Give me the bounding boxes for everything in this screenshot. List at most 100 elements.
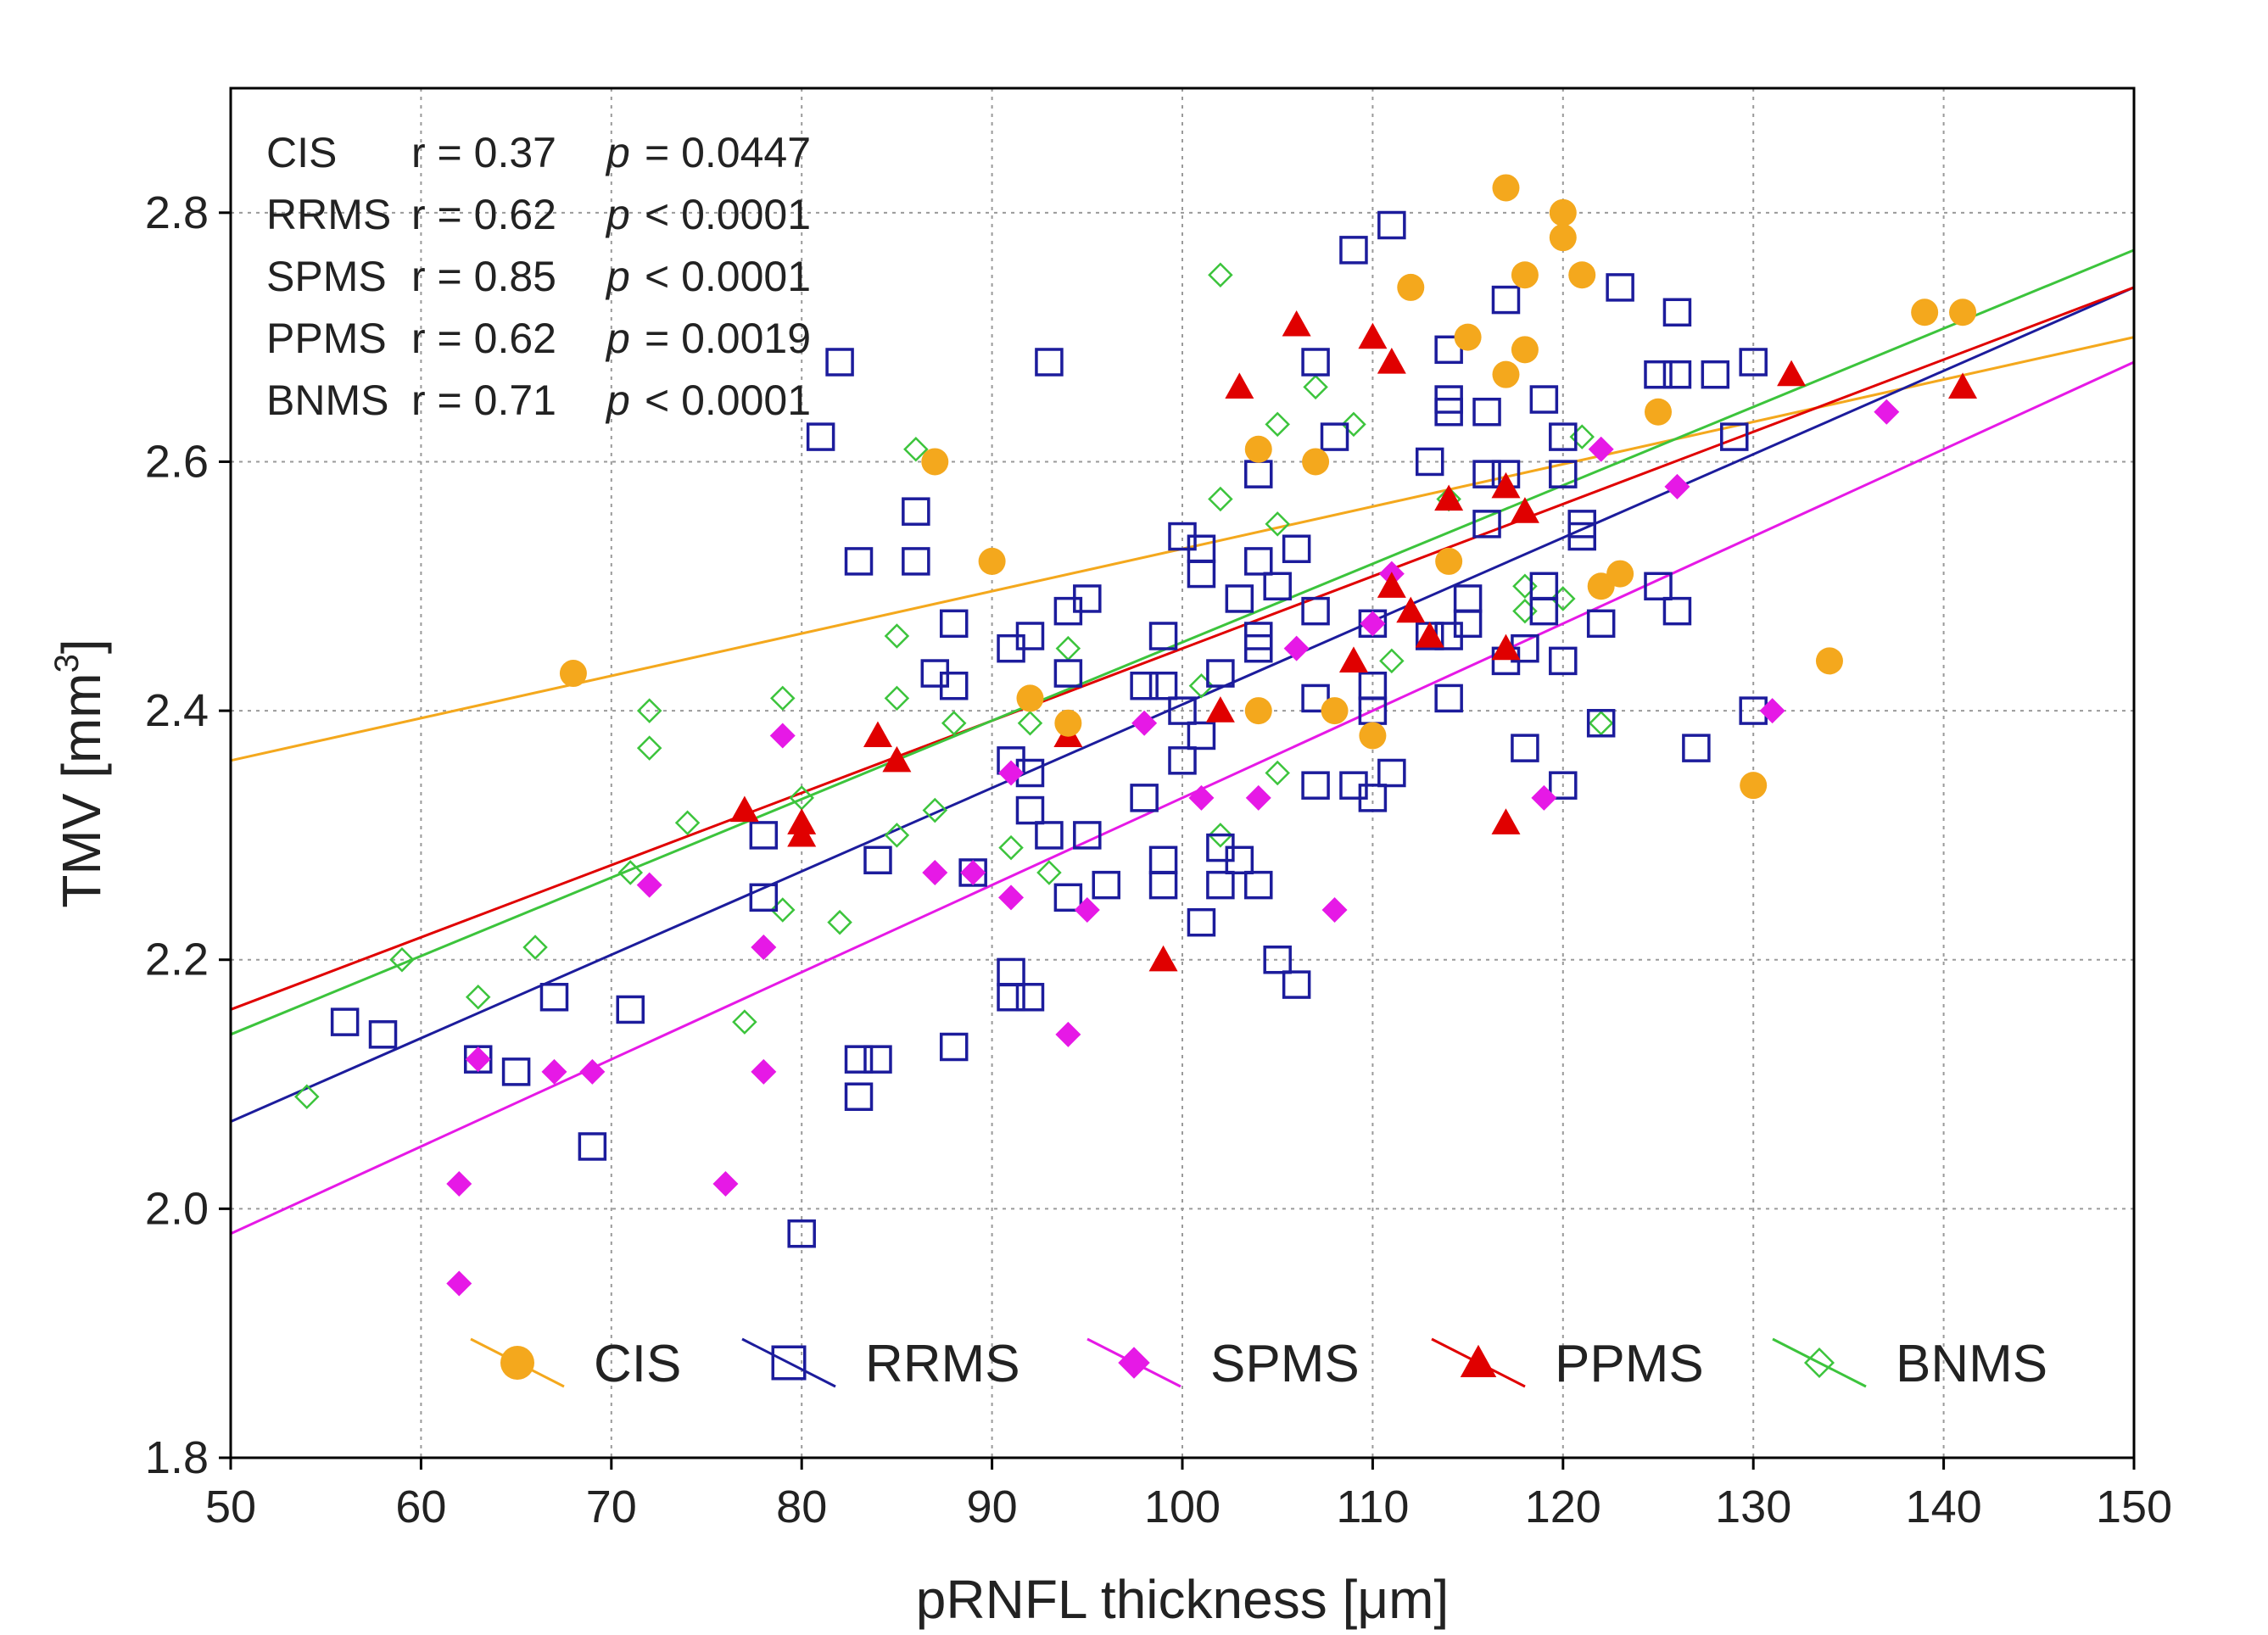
stat-p-value-bnms: < 0.0001: [645, 377, 811, 424]
point-rrms: [1015, 622, 1045, 650]
point-rrms: [1739, 348, 1768, 377]
point-bnms: [827, 909, 852, 935]
point-rrms: [1358, 784, 1388, 812]
y-tick-label: 2.0: [145, 1183, 209, 1234]
point-cis: [921, 448, 949, 476]
point-rrms: [1662, 596, 1692, 626]
point-rrms: [1225, 584, 1254, 613]
point-rrms: [1662, 360, 1692, 389]
point-rrms: [1472, 510, 1501, 538]
point-spms: [1874, 399, 1900, 425]
point-bnms: [293, 1084, 320, 1109]
point-bnms: [1208, 823, 1233, 848]
point-rrms: [902, 497, 930, 526]
point-spms: [1664, 473, 1690, 499]
point-rrms: [1586, 709, 1616, 738]
x-tick-label: 50: [205, 1482, 256, 1532]
point-rrms: [787, 1219, 816, 1248]
stat-r-rrms: r = 0.62: [411, 191, 556, 238]
point-cis: [1549, 198, 1577, 226]
stat-r-bnms: r = 0.71: [411, 377, 556, 424]
point-rrms: [1263, 945, 1292, 974]
point-rrms: [1662, 298, 1692, 327]
legend-marker-bnms: [1803, 1347, 1835, 1379]
point-bnms: [941, 711, 967, 736]
point-spms: [1188, 784, 1215, 811]
point-spms: [1759, 698, 1785, 724]
point-rrms: [1187, 907, 1216, 937]
fit-line-rrms: [230, 286, 2135, 1123]
point-rrms: [1472, 460, 1501, 488]
y-tick-label: 2.6: [145, 436, 209, 487]
point-rrms: [844, 547, 874, 576]
point-rrms: [1148, 671, 1178, 700]
x-tick-label: 100: [1144, 1482, 1221, 1532]
point-ppms: [1491, 472, 1521, 499]
point-rrms: [1434, 335, 1463, 365]
point-ppms: [1377, 572, 1406, 598]
point-rrms: [1377, 758, 1406, 788]
point-rrms: [1073, 584, 1102, 613]
point-rrms: [1053, 883, 1083, 912]
point-rrms: [1244, 870, 1273, 900]
stat-p-value-cis: = 0.0447: [645, 129, 811, 176]
point-bnms: [903, 437, 929, 462]
point-cis: [1815, 647, 1843, 675]
point-rrms: [1720, 422, 1749, 451]
point-cis: [1740, 772, 1768, 800]
point-cis: [1549, 224, 1577, 252]
stat-p-value-spms: < 0.0001: [645, 253, 811, 300]
point-bnms: [636, 698, 662, 723]
point-rrms: [1529, 596, 1559, 626]
stat-group-ppms: PPMS: [266, 315, 387, 362]
fit-line-ppms: [230, 286, 2135, 1011]
point-bnms: [1303, 374, 1328, 400]
point-rrms: [1206, 659, 1235, 688]
point-rrms: [368, 1020, 398, 1049]
point-spms: [446, 1270, 472, 1297]
x-tick-label: 140: [1906, 1482, 1982, 1532]
stat-r-cis: r = 0.37: [411, 129, 556, 176]
point-rrms: [616, 995, 645, 1024]
point-bnms: [522, 935, 548, 960]
point-ppms: [1948, 372, 1978, 399]
x-tick-label: 80: [776, 1482, 827, 1532]
point-rrms: [1549, 646, 1578, 676]
point-bnms: [732, 1009, 757, 1035]
legend-line-bnms: [1772, 1337, 1867, 1388]
legend-label-ppms: PPMS: [1555, 1335, 1704, 1393]
y-axis-label-superscript: 3: [48, 654, 86, 672]
point-spms: [1074, 897, 1100, 923]
x-tick-label: 90: [967, 1482, 1018, 1532]
x-tick-label: 150: [2096, 1482, 2172, 1532]
point-ppms: [1434, 484, 1464, 511]
point-spms: [1588, 436, 1614, 462]
x-tick-label: 60: [395, 1482, 446, 1532]
legend-marker-cis: [500, 1346, 534, 1380]
point-bnms: [1341, 411, 1366, 438]
point-spms: [1283, 635, 1310, 661]
point-rrms: [578, 1132, 607, 1161]
point-spms: [1531, 784, 1557, 811]
stat-r-spms: r = 0.85: [411, 253, 556, 300]
point-rrms: [844, 1045, 874, 1074]
point-bnms: [1265, 760, 1290, 786]
point-ppms: [1491, 633, 1521, 661]
point-spms: [1245, 784, 1271, 811]
point-rrms: [1301, 596, 1330, 626]
stat-p-value-ppms: = 0.0019: [645, 315, 811, 362]
point-rrms: [1529, 385, 1559, 414]
point-rrms: [863, 845, 892, 875]
x-tick-label: 110: [1336, 1482, 1409, 1532]
point-spms: [1360, 611, 1386, 637]
point-ppms: [863, 721, 892, 748]
y-tick-label: 2.4: [145, 685, 209, 736]
stat-p-value-rrms: < 0.0001: [645, 191, 811, 238]
point-bnms: [998, 834, 1024, 861]
point-rrms: [749, 883, 779, 912]
stat-group-cis: CIS: [266, 129, 337, 176]
point-cis: [1645, 398, 1672, 426]
point-cis: [1511, 261, 1539, 289]
point-bnms: [884, 685, 910, 711]
point-rrms: [1015, 983, 1045, 1012]
